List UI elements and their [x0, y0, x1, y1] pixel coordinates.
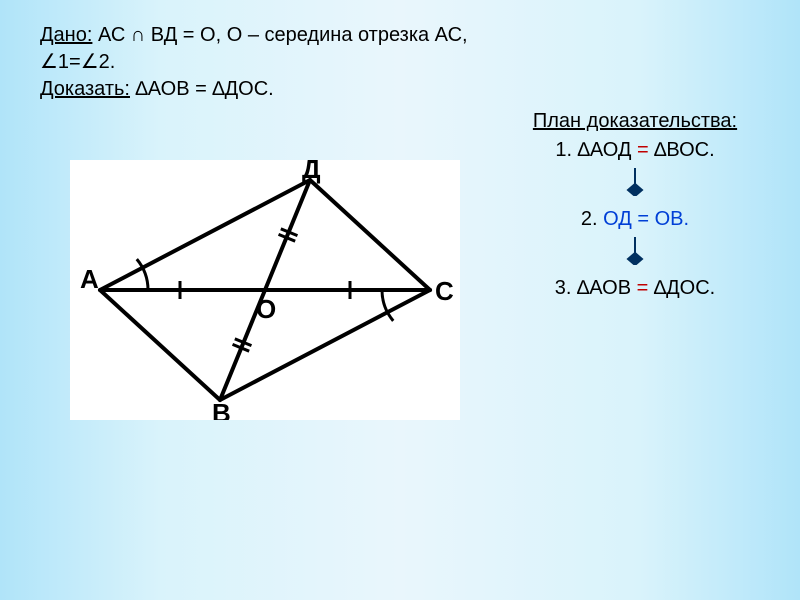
- step3-suffix: ∆ДОС.: [648, 277, 715, 299]
- proof-step-3: 3. ∆АОВ = ∆ДОС.: [510, 277, 760, 300]
- step1-eq: =: [637, 139, 649, 161]
- step3-prefix: 3. ∆АОВ: [555, 277, 637, 299]
- prove-body: ∆АОВ = ∆ДОС.: [130, 78, 274, 100]
- svg-text:Д: Д: [302, 160, 321, 184]
- proof-plan-title: План доказательства:: [510, 110, 760, 133]
- problem-text: Дано: АС ∩ ВД = О, О – середина отрезка …: [40, 22, 540, 103]
- step2-num: 2.: [581, 208, 603, 230]
- step2-text: ОД = ОВ.: [603, 208, 689, 230]
- prove-label: Доказать:: [40, 78, 130, 100]
- step1-suffix: ∆ВОС.: [649, 139, 715, 161]
- arrow-1-icon: [510, 168, 760, 202]
- proof-step-1: 1. ∆АОД = ∆ВОС.: [510, 139, 760, 162]
- svg-text:2: 2: [356, 289, 367, 311]
- arrow-2-icon: [510, 237, 760, 271]
- geometry-figure: 1 2 А С Д В О: [70, 160, 460, 420]
- given-line: Дано: АС ∩ ВД = О, О – середина отрезка …: [40, 22, 540, 76]
- svg-text:А: А: [80, 264, 99, 294]
- given-body: АС ∩ ВД = О, О – середина отрезка АС, ∠1…: [40, 24, 468, 73]
- step1-prefix: 1. ∆АОД: [555, 139, 637, 161]
- svg-text:1: 1: [166, 270, 177, 292]
- proof-step-2: 2. ОД = ОВ.: [510, 208, 760, 231]
- prove-line: Доказать: ∆АОВ = ∆ДОС.: [40, 76, 540, 103]
- given-label: Дано:: [40, 24, 92, 46]
- svg-text:С: С: [435, 276, 454, 306]
- svg-text:В: В: [212, 398, 231, 420]
- svg-text:О: О: [256, 294, 276, 324]
- proof-plan: План доказательства: 1. ∆АОД = ∆ВОС. 2. …: [510, 110, 760, 306]
- step3-eq: =: [637, 277, 649, 299]
